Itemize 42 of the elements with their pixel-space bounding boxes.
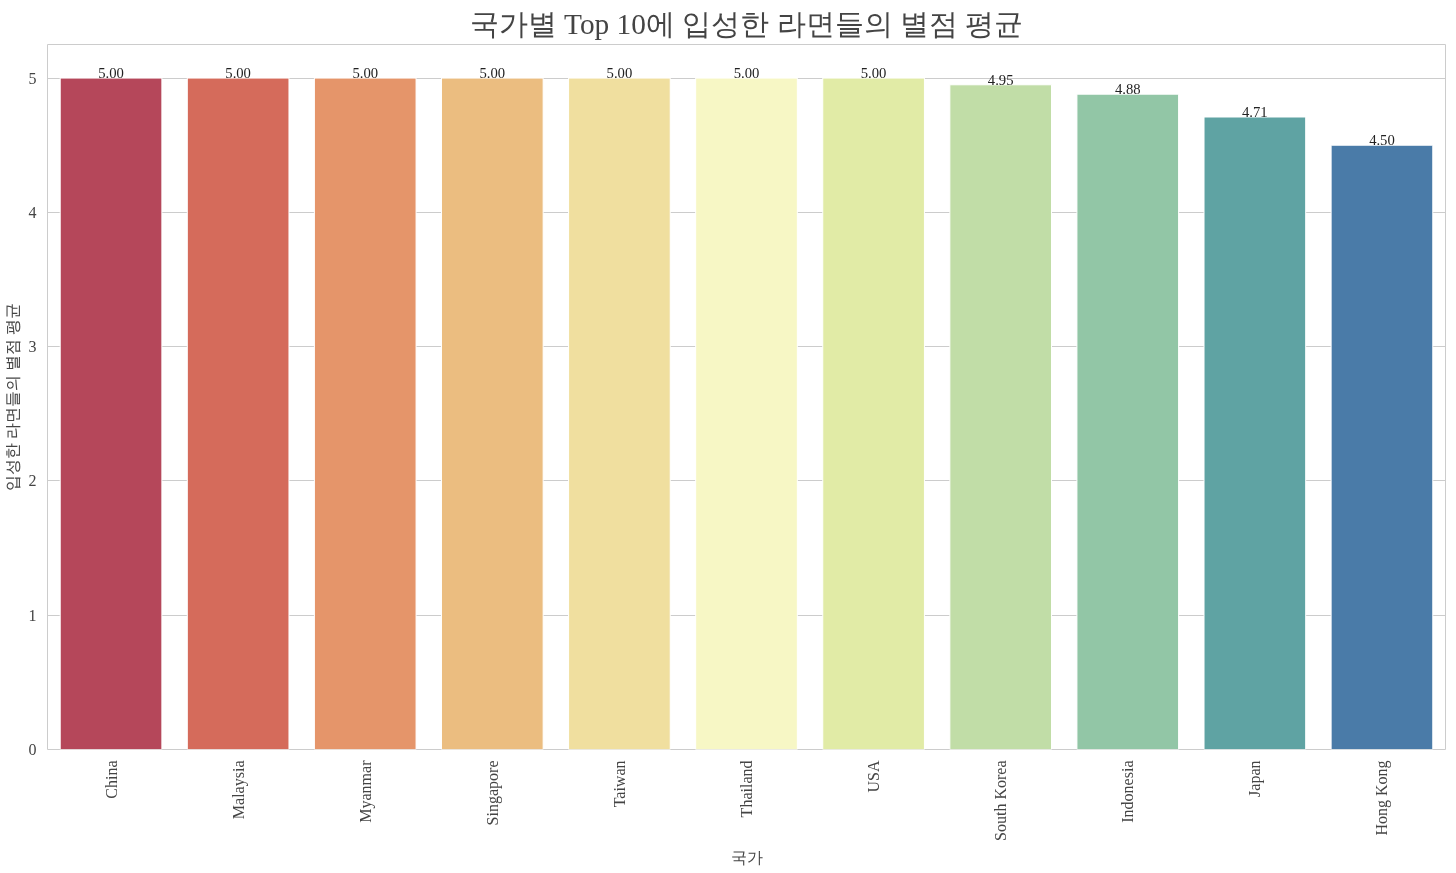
data-label: 5.00 <box>479 65 506 82</box>
chart-title: 국가별 Top 10에 입성한 라면들의 별점 평균 <box>469 7 1024 40</box>
y-tick-label: 1 <box>28 606 37 624</box>
y-tick-label: 4 <box>28 203 37 221</box>
y-tick-label: 0 <box>28 741 37 758</box>
x-tick-label: China <box>102 760 120 799</box>
data-label: 4.88 <box>1114 81 1141 98</box>
x-tick-label: South Korea <box>992 760 1010 841</box>
y-tick-label: 3 <box>28 338 37 356</box>
data-label: 5.00 <box>606 65 633 82</box>
y-tick-label: 2 <box>28 472 37 490</box>
bar <box>313 77 417 750</box>
x-axis-title: 국가 <box>730 848 763 866</box>
x-tick-label: Indonesia <box>1119 760 1137 823</box>
bar <box>822 77 925 750</box>
x-tick-label: USA <box>865 760 883 793</box>
data-label: 5.00 <box>352 65 379 82</box>
bar <box>949 84 1053 750</box>
data-label: 4.95 <box>987 71 1014 88</box>
data-label: 4.71 <box>1242 104 1268 121</box>
x-tick-label: Japan <box>1246 760 1265 797</box>
x-tick-label: Myanmar <box>356 759 375 823</box>
bar <box>1076 93 1180 750</box>
data-label: 5.00 <box>98 65 124 82</box>
bar <box>1330 144 1434 750</box>
bar <box>59 77 163 750</box>
data-label: 4.50 <box>1369 132 1395 149</box>
data-label: 5.00 <box>225 65 251 82</box>
bar <box>186 77 290 750</box>
x-tick-label: Hong Kong <box>1373 760 1392 836</box>
y-axis-title: 입성한 라면들의 별점 평균 <box>3 303 21 491</box>
x-tick-label: Thailand <box>738 760 755 818</box>
bar <box>568 77 671 750</box>
bar <box>440 77 544 750</box>
x-tick-label: Singapore <box>483 760 502 826</box>
bar <box>1203 116 1307 750</box>
bar <box>695 77 798 750</box>
x-tick-label: Malaysia <box>229 760 248 820</box>
y-tick-label: 5 <box>28 69 37 87</box>
data-label: 5.00 <box>860 65 887 82</box>
data-label: 5.00 <box>733 65 760 82</box>
x-tick-label: Taiwan <box>610 760 628 808</box>
